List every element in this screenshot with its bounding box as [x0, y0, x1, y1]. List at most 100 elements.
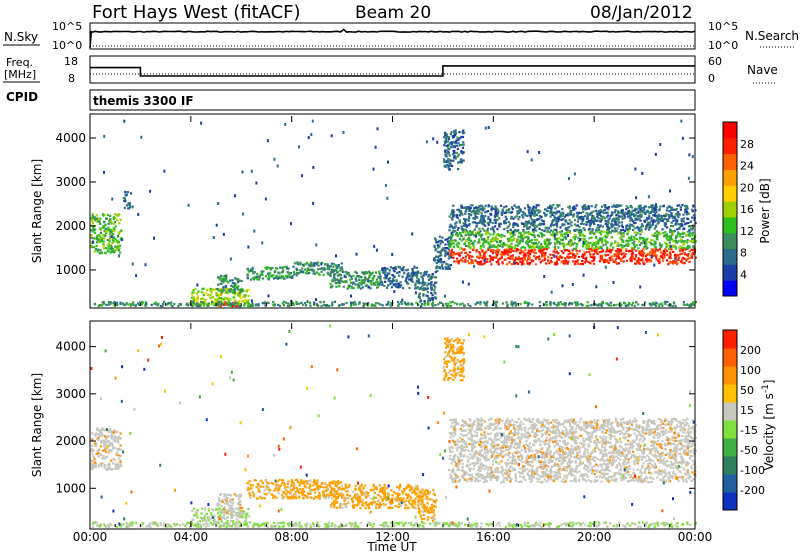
data-cell	[572, 214, 575, 217]
data-cell	[571, 283, 574, 286]
data-cell	[461, 231, 464, 234]
data-cell	[251, 266, 254, 270]
data-cell	[452, 226, 455, 230]
data-cell	[530, 211, 534, 214]
data-cell	[196, 283, 199, 287]
data-cell	[678, 256, 681, 259]
data-cell	[228, 509, 231, 512]
data-cell	[639, 204, 642, 207]
data-cell	[455, 252, 458, 255]
data-cell	[529, 223, 532, 226]
data-cell	[91, 215, 94, 218]
data-cell	[481, 209, 484, 212]
data-cell	[493, 237, 496, 240]
data-cell	[577, 230, 580, 233]
data-cell	[101, 226, 104, 229]
data-cell	[122, 199, 125, 202]
data-cell	[240, 290, 243, 293]
data-cell	[236, 288, 240, 291]
data-cell	[201, 287, 204, 291]
data-cell	[401, 267, 405, 270]
data-cell	[693, 246, 696, 249]
data-cell	[319, 267, 322, 270]
data-cell	[606, 223, 609, 227]
data-cell	[117, 464, 120, 467]
data-cell	[510, 211, 514, 214]
data-cell	[626, 228, 629, 232]
data-cell	[659, 143, 662, 146]
data-cell	[593, 259, 596, 262]
data-cell	[630, 205, 633, 208]
data-cell	[672, 230, 675, 233]
data-cell	[573, 256, 576, 260]
data-cell	[238, 290, 241, 293]
data-cell	[510, 302, 513, 306]
data-cell	[457, 233, 460, 236]
data-cell	[679, 260, 682, 263]
data-cell	[153, 236, 155, 240]
data-cell	[447, 151, 450, 154]
data-cell	[450, 213, 453, 216]
data-cell	[333, 279, 336, 282]
data-cell	[91, 214, 94, 217]
data-cell	[683, 257, 686, 260]
data-cell	[549, 215, 552, 218]
data-cell	[454, 130, 457, 133]
data-cell	[608, 256, 611, 260]
data-cell	[215, 508, 218, 511]
data-cell	[219, 514, 222, 517]
data-cell	[630, 256, 633, 259]
data-cell	[452, 251, 455, 254]
data-cell	[462, 159, 465, 162]
data-cell	[590, 205, 593, 208]
data-cell	[555, 221, 558, 224]
data-cell	[423, 283, 426, 286]
colorbar-segment	[723, 185, 737, 202]
data-cell	[666, 244, 669, 247]
data-cell	[554, 251, 557, 254]
data-cell	[457, 260, 460, 263]
data-cell	[603, 261, 606, 264]
data-cell	[398, 284, 401, 287]
data-cell	[107, 435, 110, 439]
data-cell	[117, 249, 120, 252]
data-cell	[340, 277, 343, 280]
data-cell	[238, 294, 241, 298]
data-cell	[681, 235, 684, 239]
data-cell	[435, 248, 438, 251]
data-cell	[217, 289, 220, 292]
data-cell	[204, 298, 207, 301]
data-cell	[553, 233, 556, 237]
data-cell	[527, 249, 530, 252]
data-cell	[361, 286, 364, 289]
data-cell	[631, 248, 634, 251]
data-cell	[350, 301, 353, 304]
data-cell	[284, 274, 287, 278]
data-cell	[236, 286, 239, 289]
data-cell	[633, 243, 636, 246]
data-cell	[90, 459, 93, 462]
data-cell	[454, 157, 457, 160]
data-cell	[132, 301, 135, 304]
data-cell	[308, 490, 311, 493]
data-cell	[565, 243, 568, 246]
data-cell	[343, 274, 346, 278]
data-cell	[225, 287, 228, 290]
data-cell	[530, 209, 533, 212]
data-cell	[685, 222, 688, 225]
data-cell	[686, 246, 689, 249]
data-cell	[605, 207, 608, 210]
data-cell	[377, 285, 380, 288]
data-cell	[545, 262, 548, 265]
data-cell	[452, 242, 455, 245]
data-cell	[667, 235, 670, 238]
data-cell	[691, 301, 694, 304]
data-cell	[549, 211, 552, 214]
data-cell	[552, 204, 555, 207]
data-cell	[445, 144, 448, 148]
data-cell	[667, 214, 670, 217]
data-cell	[247, 486, 250, 489]
data-cell	[525, 301, 528, 304]
data-cell	[598, 237, 602, 240]
data-cell	[468, 251, 472, 254]
